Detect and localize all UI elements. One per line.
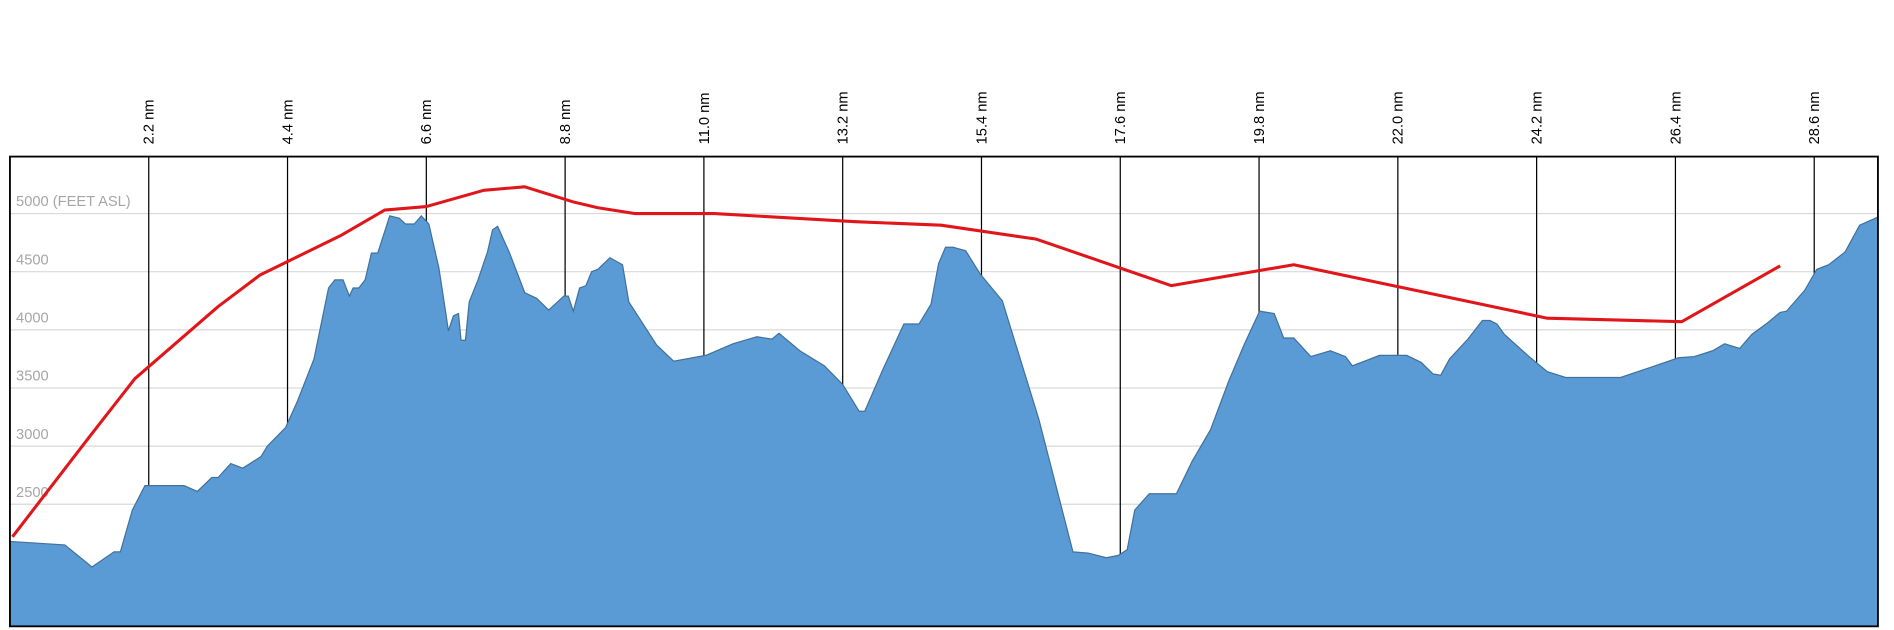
y-tick-label: 4500 bbox=[16, 252, 49, 268]
x-tick-label: 2.2 nm bbox=[142, 100, 158, 145]
y-tick-label: 5000 (FEET ASL) bbox=[16, 194, 131, 210]
x-tick-label: 4.4 nm bbox=[280, 100, 296, 145]
x-tick-label: 22.0 nm bbox=[1391, 91, 1407, 144]
plot-frame bbox=[9, 155, 1879, 628]
x-tick-label: 17.6 nm bbox=[1113, 91, 1129, 144]
y-tick-label: 3000 bbox=[16, 427, 49, 443]
x-tick-label: 8.8 nm bbox=[558, 100, 574, 145]
x-tick-label: 11.0 nm bbox=[697, 92, 713, 144]
x-tick-label: 15.4 nm bbox=[974, 91, 990, 144]
x-tick-label: 6.6 nm bbox=[419, 100, 435, 145]
flight-path bbox=[11, 185, 1781, 538]
x-tick-label: 13.2 nm bbox=[836, 91, 852, 144]
x-tick-label: 19.8 nm bbox=[1252, 91, 1268, 144]
x-tick-label: 28.6 nm bbox=[1807, 91, 1823, 144]
x-tick-label: 24.2 nm bbox=[1530, 91, 1546, 144]
y-tick-label: 4000 bbox=[16, 310, 49, 326]
x-tick-label: 26.4 nm bbox=[1668, 91, 1684, 144]
y-tick-label: 2500 bbox=[16, 485, 49, 501]
terrain-area bbox=[9, 214, 1879, 627]
y-tick-label: 3500 bbox=[16, 369, 49, 385]
